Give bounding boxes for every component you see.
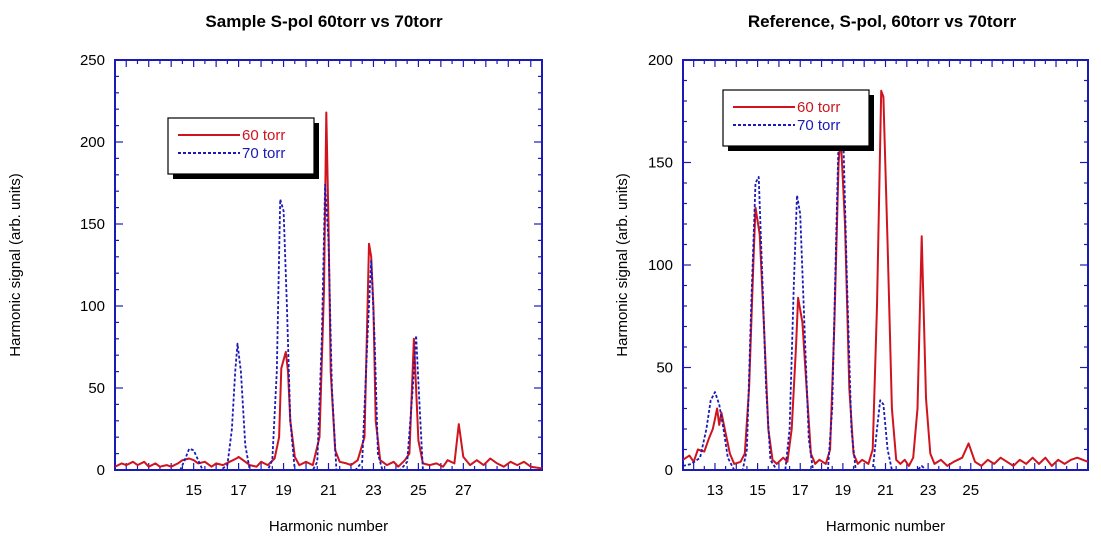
x-tick-label: 13 [707,482,724,499]
y-tick-label: 100 [80,298,105,315]
x-tick-label: 27 [455,482,472,499]
x-tick-label: 15 [749,482,766,499]
legend-label: 60 torr [242,127,285,144]
y-tick-label: 0 [97,462,105,479]
x-tick-label: 17 [792,482,809,499]
x-tick-label: 25 [962,482,979,499]
y-tick-label: 250 [80,52,105,69]
y-tick-label: 150 [80,216,105,233]
x-tick-label: 17 [230,482,247,499]
chart-title: Reference, S-pol, 60torr vs 70torr [748,12,1017,31]
y-tick-label: 150 [648,155,673,172]
x-tick-label: 25 [410,482,427,499]
x-tick-label: 21 [877,482,894,499]
legend-label: 70 torr [242,145,285,162]
sample-chart: Sample S-pol 60torr vs 70torr Harmonic s… [7,12,543,535]
y-tick-label: 50 [88,380,105,397]
reference-chart: Reference, S-pol, 60torr vs 70torr Harmo… [614,12,1089,535]
legend-box [167,117,315,175]
series-line-60-torr [115,111,542,470]
x-tick-label: 19 [275,482,292,499]
y-axis-label: Harmonic signal (arb. units) [614,173,631,356]
legend-label: 60 torr [797,99,840,116]
y-tick-label: 0 [665,462,673,479]
x-tick-label: 21 [320,482,337,499]
y-tick-label: 200 [80,134,105,151]
y-tick-label: 100 [648,257,673,274]
series-line-60-torr [683,89,1088,467]
chart-title: Sample S-pol 60torr vs 70torr [205,12,443,31]
x-tick-label: 15 [185,482,202,499]
x-axis-label: Harmonic number [826,518,945,535]
y-tick-label: 200 [648,52,673,69]
x-axis-label: Harmonic number [269,518,388,535]
x-tick-label: 23 [920,482,937,499]
y-axis-label: Harmonic signal (arb. units) [7,173,24,356]
x-tick-label: 19 [835,482,852,499]
series-line-70-torr [115,183,542,470]
legend-box [722,89,870,147]
x-tick-label: 23 [365,482,382,499]
legend-label: 70 torr [797,117,840,134]
y-tick-label: 50 [656,360,673,377]
